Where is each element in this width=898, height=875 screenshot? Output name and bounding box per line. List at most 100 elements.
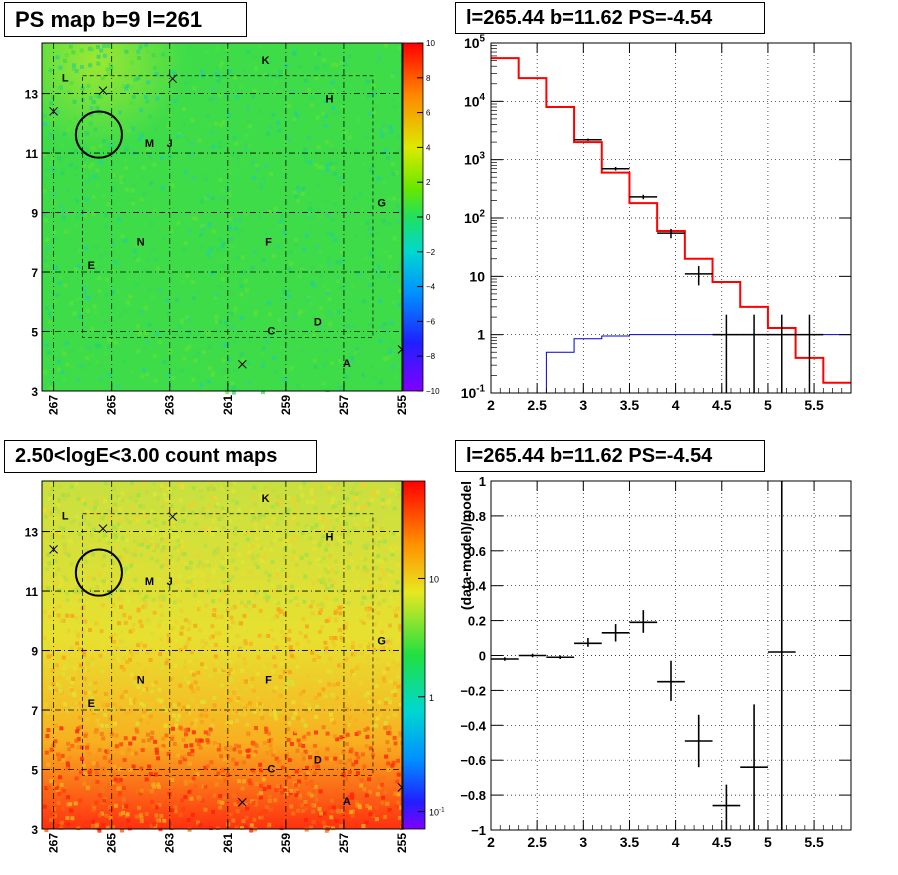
map-pixel: [77, 654, 82, 659]
map-pixel: [191, 501, 196, 506]
map-pixel: [310, 103, 314, 108]
map-pixel: [217, 588, 222, 593]
map-pixel: [234, 500, 239, 505]
map-pixel: [213, 642, 218, 647]
map-pixel: [365, 726, 370, 731]
map-pixel: [143, 346, 148, 351]
map-pixel: [345, 732, 350, 737]
map-pixel: [258, 711, 263, 716]
map-pixel: [71, 518, 76, 523]
map-pixel: [75, 215, 80, 220]
map-pixel: [268, 125, 273, 130]
map-pixel: [225, 691, 229, 695]
map-pixel: [254, 726, 258, 730]
map-pixel: [392, 735, 397, 740]
map-pixel: [108, 593, 113, 598]
map-pixel: [298, 743, 302, 747]
map-pixel: [349, 356, 354, 360]
map-pixel: [335, 278, 340, 283]
map-pixel: [67, 747, 72, 752]
map-pixel: [352, 651, 357, 656]
map-pixel: [219, 123, 224, 127]
map-pixel: [84, 681, 89, 686]
map-pixel: [200, 74, 205, 79]
map-pixel: [313, 743, 318, 748]
map-pixel: [203, 807, 208, 812]
map-pixel: [177, 544, 182, 549]
map-pixel: [275, 572, 279, 577]
map-pixel: [232, 152, 236, 157]
map-pixel: [262, 555, 267, 560]
map-pixel: [207, 123, 212, 127]
map-pixel: [338, 501, 343, 506]
map-pixel: [347, 552, 352, 556]
map-pixel: [203, 708, 208, 713]
map-pixel: [381, 505, 385, 510]
map-pixel: [93, 127, 98, 132]
map-pixel: [188, 761, 192, 766]
map-pixel: [152, 822, 157, 827]
map-pixel: [87, 361, 91, 366]
map-pixel: [283, 686, 288, 691]
map-pixel: [210, 643, 215, 648]
map-pixel: [209, 760, 214, 765]
map-pixel: [386, 767, 391, 772]
source-label: L: [62, 511, 69, 523]
map-pixel: [297, 386, 302, 391]
map-pixel: [272, 749, 277, 754]
map-pixel: [183, 665, 188, 670]
map-pixel: [239, 84, 244, 89]
map-pixel: [256, 792, 261, 797]
map-pixel: [293, 711, 298, 716]
map-pixel: [75, 706, 80, 711]
map-pixel: [325, 361, 330, 366]
map-pixel: [297, 779, 302, 784]
map-pixel: [374, 566, 379, 571]
map-pixel: [214, 319, 219, 324]
map-pixel: [118, 518, 123, 523]
map-pixel: [164, 79, 169, 84]
map-pixel: [154, 805, 159, 810]
map-pixel: [261, 777, 266, 782]
map-pixel: [47, 320, 52, 324]
map-pixel: [56, 824, 61, 829]
map-pixel: [75, 641, 80, 646]
map-pixel: [89, 112, 94, 117]
map-pixel: [234, 141, 239, 146]
map-pixel: [75, 587, 80, 591]
map-pixel: [53, 677, 58, 682]
map-pixel: [377, 536, 382, 541]
map-pixel: [339, 258, 344, 263]
map-pixel: [88, 164, 92, 169]
map-pixel: [186, 618, 191, 623]
map-pixel: [161, 185, 166, 190]
map-pixel: [158, 288, 163, 293]
map-pixel: [350, 669, 355, 673]
map-pixel: [97, 591, 102, 596]
map-pixel: [99, 253, 104, 258]
map-pixel: [85, 707, 90, 711]
map-pixel: [216, 79, 221, 84]
map-pixel: [183, 241, 188, 246]
map-pixel: [68, 808, 73, 813]
map-pixel: [356, 655, 361, 659]
map-pixel: [144, 86, 149, 91]
map-pixel: [262, 665, 267, 670]
map-pixel: [344, 566, 349, 571]
map-pixel: [333, 161, 338, 166]
map-pixel: [265, 598, 270, 602]
map-pixel: [259, 557, 264, 562]
map-pixel: [197, 599, 202, 604]
map-pixel: [144, 743, 149, 748]
map-pixel: [188, 560, 193, 565]
source-label: J: [167, 576, 173, 588]
map-pixel: [249, 823, 254, 828]
map-pixel: [195, 738, 199, 743]
map-pixel: [301, 808, 306, 813]
map-pixel: [84, 560, 89, 564]
map-pixel: [76, 264, 81, 269]
map-pixel: [361, 372, 366, 377]
map-pixel: [388, 255, 393, 259]
map-pixel: [367, 94, 371, 99]
map-pixel: [94, 621, 99, 626]
